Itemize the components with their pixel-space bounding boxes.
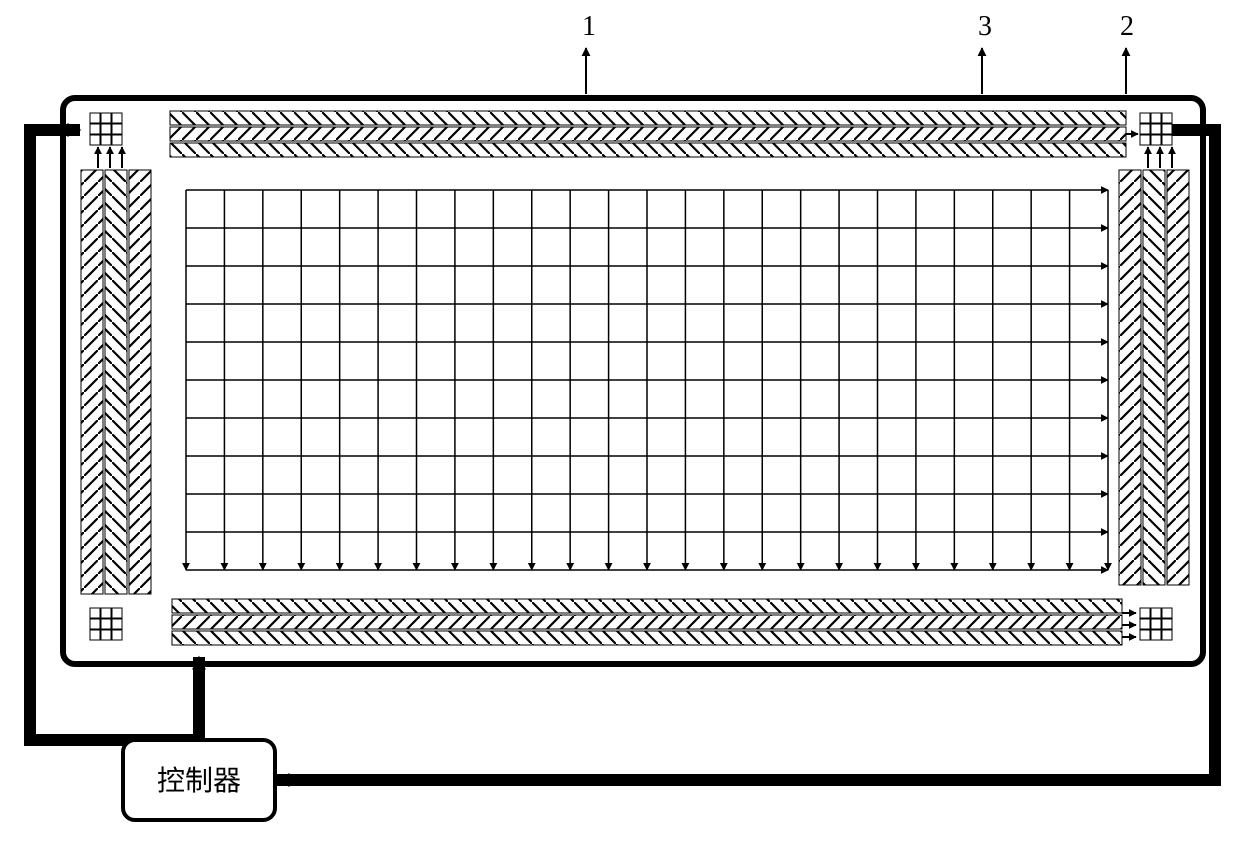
corner-cell [90,113,100,123]
corner-cell [1162,630,1172,640]
corner-cell [1151,124,1161,134]
callout-label: 3 [978,11,992,42]
corner-cell [90,608,100,618]
callout-label: 1 [582,11,596,42]
hatched-strip [170,143,1126,157]
corner-cell [1162,619,1172,629]
diagram-svg: 控制器 1 3 2 [0,0,1239,838]
corner-cell [1151,630,1161,640]
hatched-strip [81,170,103,594]
corner-cell [1140,619,1150,629]
hatched-strip [1167,170,1189,585]
controller-label: 控制器 [157,765,241,797]
corner-cell [101,135,111,145]
corner-cell [1151,113,1161,123]
corner-cell [1162,135,1172,145]
outer-frame [63,98,1203,664]
corner-cell [101,608,111,618]
corner-cell [1140,135,1150,145]
hatched-strip [105,170,127,594]
corner-cell [112,124,122,134]
hatched-strip [172,631,1122,645]
corner-cell [1162,608,1172,618]
hatched-strip [170,127,1126,141]
corner-cell [1140,113,1150,123]
corner-cell [1140,124,1150,134]
corner-cell [112,113,122,123]
corner-cell [90,124,100,134]
corner-cell [101,113,111,123]
corner-cell [1140,630,1150,640]
hatched-strip [170,111,1126,125]
corner-cell [1162,113,1172,123]
hatched-strip [129,170,151,594]
corner-cell [1151,135,1161,145]
hatched-strip [1143,170,1165,585]
corner-cell [1162,124,1172,134]
corner-cell [101,630,111,640]
corner-cell [90,630,100,640]
corner-cell [1140,608,1150,618]
diagram-root: 控制器 1 3 2 [0,0,1239,838]
corner-cell [112,135,122,145]
corner-cell [90,619,100,629]
hatched-strip [172,615,1122,629]
corner-cell [1151,619,1161,629]
corner-cell [112,608,122,618]
corner-cell [101,124,111,134]
corner-cell [101,619,111,629]
corner-cell [90,135,100,145]
corner-cell [112,630,122,640]
corner-cell [1151,608,1161,618]
hatched-strip [1119,170,1141,585]
hatched-strip [172,599,1122,613]
callout-label: 2 [1120,11,1134,42]
corner-cell [112,619,122,629]
